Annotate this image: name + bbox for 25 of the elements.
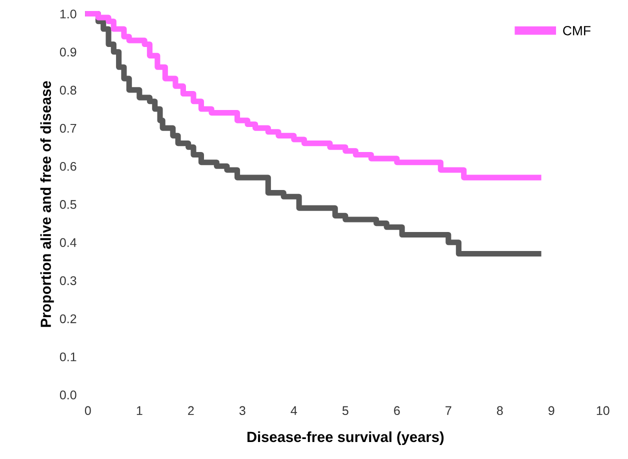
y-tick-label: 0.4: [60, 238, 76, 248]
y-tick-label: 0.3: [60, 276, 76, 286]
y-tick-label: 0.7: [60, 124, 76, 133]
x-axis-title: Disease-free survival (years): [247, 431, 444, 445]
x-tick-label: 4: [290, 406, 298, 415]
x-tick-label: 10: [596, 406, 610, 416]
x-tick-label: 7: [446, 406, 452, 415]
y-tick-label: 0.9: [60, 48, 76, 57]
x-tick-label: 2: [188, 406, 194, 415]
x-tick-label: 3: [239, 406, 246, 416]
x-tick-label: 9: [548, 406, 554, 416]
y-tick-label: 0.2: [60, 314, 76, 324]
legend-label: CMF: [563, 26, 590, 36]
x-tick-label: 6: [394, 406, 400, 416]
x-tick-label: 8: [496, 406, 503, 416]
y-axis-title: Proportion alive and free of disease: [40, 81, 54, 327]
y-tick-label: 1.0: [60, 10, 76, 18]
y-tick-label: 0.5: [60, 200, 76, 209]
x-tick-label: 5: [342, 406, 348, 416]
x-tick-label: 1: [136, 406, 142, 415]
y-tick-label: 0.1: [60, 352, 76, 362]
y-tick-label: 0.0: [60, 390, 76, 400]
y-tick-label: 0.8: [60, 86, 76, 95]
x-tick-label: 0: [84, 406, 91, 416]
y-tick-label: 0.6: [60, 162, 76, 171]
